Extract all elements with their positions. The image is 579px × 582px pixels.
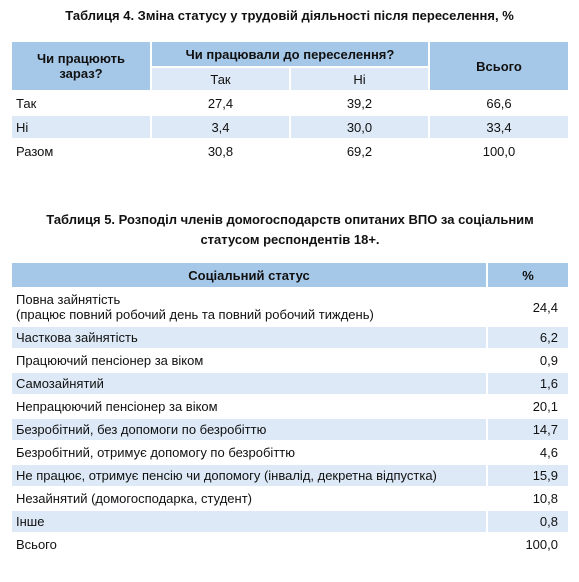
header-cell: Чи працювали до переселення? xyxy=(150,40,430,68)
value-cell: 1,6 xyxy=(486,371,570,396)
table5-title: Таблиця 5. Розподіл членів домогосподарс… xyxy=(46,212,534,247)
value-cell: 14,7 xyxy=(486,417,570,442)
row-label: Всього xyxy=(10,532,488,557)
value-cell: 100,0 xyxy=(486,532,570,557)
table5: Соціальний статус % Повна зайнятість (пра… xyxy=(10,261,570,557)
value-cell: 33,4 xyxy=(428,114,570,140)
table-row: Разом 30,8 69,2 100,0 xyxy=(10,138,570,164)
value-cell: 66,6 xyxy=(428,90,570,116)
table-row: Безробітний, без допомоги по безробіттю 1… xyxy=(10,417,570,442)
table4: Чи працюють зараз? Чи працювали до перес… xyxy=(10,40,570,164)
table-row: Так 27,4 39,2 66,6 xyxy=(10,90,570,116)
header-cell: Чи працюють зараз? xyxy=(10,40,152,92)
value-cell: 24,4 xyxy=(486,287,570,327)
row-label: Працюючий пенсіонер за віком xyxy=(10,348,488,373)
label-text: Незайнятий (домогосподарка, студент) xyxy=(16,491,252,506)
label-text: Часткова зайнятість xyxy=(16,330,138,345)
table-row: Повна зайнятість (працює повний робочий д… xyxy=(10,287,570,327)
table-row: Не працює, отримує пенсію чи допомогу (і… xyxy=(10,463,570,488)
label-text: Повна зайнятість xyxy=(16,292,121,307)
value-cell: 4,6 xyxy=(486,440,570,465)
value-cell: 30,0 xyxy=(288,114,431,140)
table-row: Ні 3,4 30,0 33,4 xyxy=(10,114,570,140)
row-label: Інше xyxy=(10,509,488,534)
table-row: Незайнятий (домогосподарка, студент) 10,8 xyxy=(10,486,570,511)
label-text: Самозайнятий xyxy=(16,376,104,391)
value-cell: 0,8 xyxy=(486,509,570,534)
row-label: Безробітний, отримує допомогу по безробі… xyxy=(10,440,488,465)
row-label: Часткова зайнятість xyxy=(10,325,488,350)
row-label: Самозайнятий xyxy=(10,371,488,396)
table-body: Так 27,4 39,2 66,6 Ні 3,4 30,0 33,4 Разом 30,8 69,… xyxy=(10,90,570,164)
row-label: Непрацюючий пенсіонер за віком xyxy=(10,394,488,419)
table-row: Часткова зайнятість 6,2 xyxy=(10,325,570,350)
table4-title: Таблиця 4. Зміна статусу у трудовій діял… xyxy=(65,8,514,23)
label-text: Безробітний, без допомоги по безробіттю xyxy=(16,422,267,437)
value-cell: 30,8 xyxy=(150,138,291,164)
value-cell: 0,9 xyxy=(486,348,570,373)
table-row: Всього 100,0 xyxy=(10,532,570,557)
label-text: Інше xyxy=(16,514,45,529)
header-cell: Так xyxy=(150,66,291,92)
header-cell: Ні xyxy=(288,66,431,92)
row-label: Ні xyxy=(10,114,152,140)
row-label: Разом xyxy=(10,138,152,164)
table-body: Повна зайнятість (працює повний робочий д… xyxy=(10,287,570,557)
label-text: Безробітний, отримує допомогу по безробі… xyxy=(16,445,295,460)
value-cell: 39,2 xyxy=(288,90,431,116)
value-cell: 10,8 xyxy=(486,486,570,511)
row-label: Повна зайнятість (працює повний робочий д… xyxy=(10,287,488,327)
row-label: Безробітний, без допомоги по безробіттю xyxy=(10,417,488,442)
table-row: Непрацюючий пенсіонер за віком 20,1 xyxy=(10,394,570,419)
row-label: Незайнятий (домогосподарка, студент) xyxy=(10,486,488,511)
value-cell: 100,0 xyxy=(428,138,570,164)
label-note: (працює повний робочий день та повний ро… xyxy=(16,307,374,322)
value-cell: 20,1 xyxy=(486,394,570,419)
header-cell: % xyxy=(486,261,570,289)
table-row: Інше 0,8 xyxy=(10,509,570,534)
table-row: Працюючий пенсіонер за віком 0,9 xyxy=(10,348,570,373)
label-text: Непрацюючий пенсіонер за віком xyxy=(16,399,218,414)
table-row: Безробітний, отримує допомогу по безробі… xyxy=(10,440,570,465)
value-cell: 27,4 xyxy=(150,90,291,116)
label-text: Не працює, отримує пенсію чи допомогу (і… xyxy=(16,468,437,483)
value-cell: 3,4 xyxy=(150,114,291,140)
header-cell: Всього xyxy=(428,40,570,92)
label-text: Працюючий пенсіонер за віком xyxy=(16,353,204,368)
label-text: Всього xyxy=(16,537,57,552)
value-cell: 15,9 xyxy=(486,463,570,488)
value-cell: 6,2 xyxy=(486,325,570,350)
row-label: Не працює, отримує пенсію чи допомогу (і… xyxy=(10,463,488,488)
table-row: Самозайнятий 1,6 xyxy=(10,371,570,396)
value-cell: 69,2 xyxy=(288,138,431,164)
row-label: Так xyxy=(10,90,152,116)
header-cell: Соціальний статус xyxy=(10,261,488,289)
